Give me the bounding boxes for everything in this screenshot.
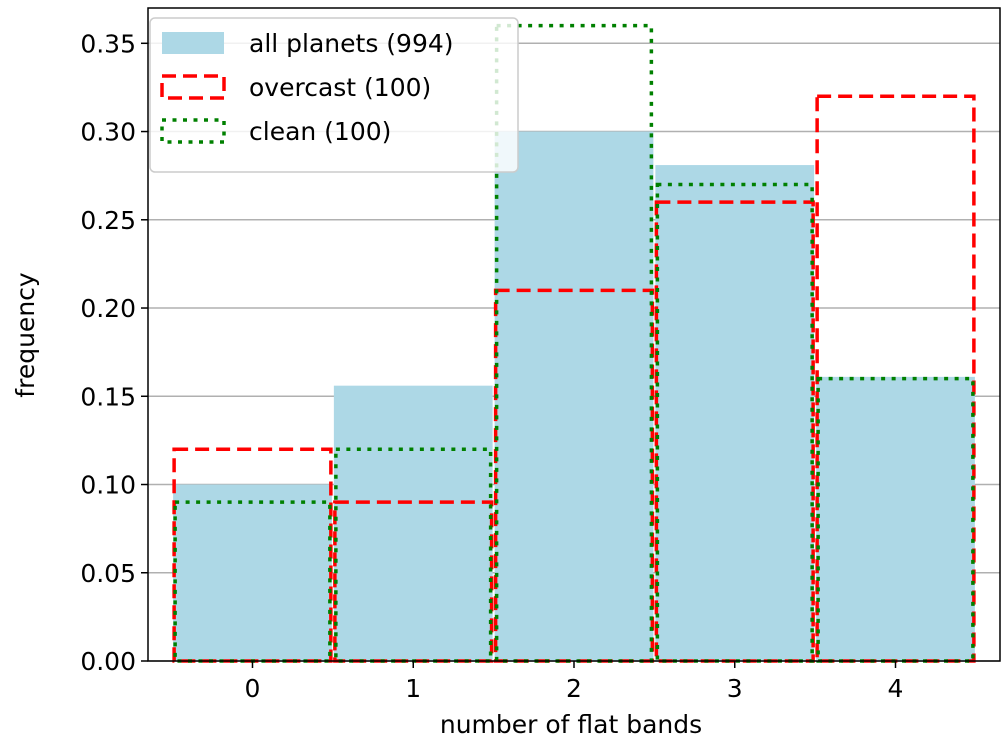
axes-layer: 0.00 0.05 0.10 0.15 0.20 0.25 0.30 0.35 0 1 2 3 4	[80, 7, 1001, 703]
y-tick-label: 0.10	[80, 471, 136, 500]
y-tick-label: 0.05	[80, 559, 136, 588]
legend-label: all planets (994)	[249, 29, 454, 58]
y-tick-label: 0.25	[80, 206, 136, 235]
legend-label: clean (100)	[249, 117, 391, 146]
legend: all planets (994) overcast (100) clean (10…	[149, 17, 519, 173]
x-tick-label: 1	[405, 674, 421, 703]
bars-layer	[172, 23, 976, 663]
y-tick-label: 0.35	[80, 29, 136, 58]
legend-swatch	[162, 32, 224, 54]
y-tick-label: 0.20	[80, 294, 136, 323]
x-axis-label: number of flat bands	[440, 710, 702, 739]
bar-clean	[494, 23, 654, 663]
bar-clean	[655, 182, 814, 663]
y-tick-label: 0.30	[80, 118, 136, 147]
y-tick-label: 0.00	[80, 647, 136, 676]
x-tick-label: 4	[888, 674, 904, 703]
bar-all-planets	[816, 376, 975, 661]
legend-swatch	[160, 74, 226, 100]
bar-all-planets	[494, 131, 654, 662]
y-axis-label: frequency	[11, 272, 40, 398]
x-tick-label: 2	[566, 674, 582, 703]
bar-all-planets	[333, 385, 493, 661]
legend-box	[149, 17, 519, 173]
bar-all-planets	[655, 165, 815, 661]
y-tick-label: 0.15	[80, 382, 136, 411]
legend-label: overcast (100)	[249, 73, 431, 102]
x-tick-label: 0	[245, 674, 261, 703]
x-tick-label: 3	[727, 674, 743, 703]
bar-all-planets	[173, 484, 332, 661]
bar-overcast	[493, 288, 655, 663]
